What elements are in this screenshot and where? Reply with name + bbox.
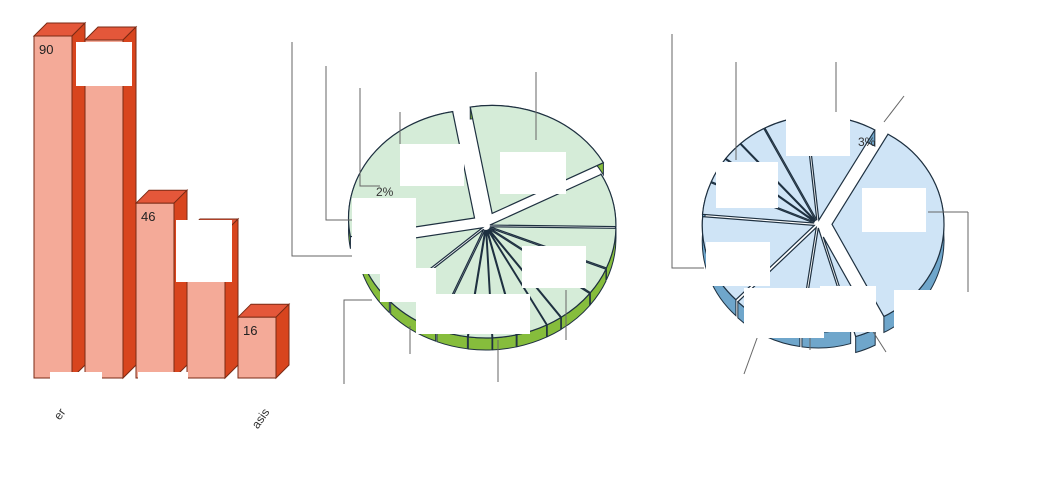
label-mask: [894, 290, 958, 334]
pie-slice: [489, 173, 617, 228]
label-mask: [820, 286, 876, 332]
label-mask: [744, 288, 824, 338]
leader-line: [359, 88, 380, 187]
label-mask: [400, 144, 464, 186]
bar: [33, 35, 73, 379]
label-mask: [76, 42, 132, 86]
slice-percent-label: 3%: [858, 135, 876, 149]
label-mask: [522, 246, 586, 288]
label-mask: [352, 198, 416, 274]
leader-lines: [291, 34, 969, 384]
bar-side: [275, 302, 290, 380]
bar-chart: 90 er 46 16 asis: [32, 21, 291, 432]
leader-line: [325, 66, 360, 221]
pie-slice: [739, 127, 817, 222]
bar-value-label: 46: [141, 209, 155, 224]
leader-line: [671, 34, 704, 269]
category-tick-label: asis: [249, 406, 273, 432]
leader-line: [343, 299, 372, 384]
label-mask: [138, 372, 188, 402]
label-mask: [416, 294, 530, 334]
label-masks: [352, 112, 958, 338]
leader-line: [871, 329, 887, 353]
bar-value-label: 90: [39, 42, 53, 57]
label-mask: [50, 372, 102, 402]
label-mask: [176, 220, 232, 282]
bar: [84, 39, 124, 379]
label-mask: [786, 112, 850, 156]
leader-line: [291, 42, 362, 257]
label-mask: [716, 162, 778, 208]
label-mask: [706, 242, 770, 286]
slice-percent-label: 2%: [376, 185, 394, 199]
bar-value-label: 16: [243, 323, 257, 338]
bar: [135, 202, 175, 379]
label-mask: [862, 188, 926, 232]
category-tick-label: er: [51, 406, 69, 423]
bar-side: [173, 188, 188, 380]
pie-slice: [486, 229, 548, 336]
bar: [237, 316, 277, 379]
pie-slice-side: [467, 336, 493, 351]
leader-line: [883, 95, 905, 123]
label-mask: [500, 152, 566, 194]
